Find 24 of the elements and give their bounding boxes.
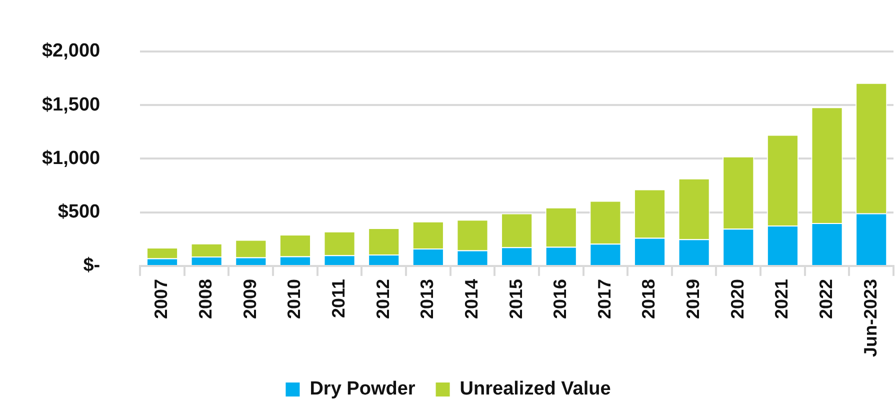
x-tick-label: 2013: [417, 278, 438, 320]
x-tick-label: 2009: [240, 278, 260, 320]
x-tick-label: 2008: [196, 278, 216, 320]
x-tick-label: 2010: [284, 278, 304, 320]
x-tick-label: 2018: [638, 278, 659, 320]
x-tick-label: 2016: [550, 278, 570, 320]
x-tick-label: 2007: [151, 278, 172, 320]
x-tick-label: 2014: [461, 278, 482, 320]
x-tick-label: 2011: [328, 278, 349, 318]
y-tick-label: $1,000: [42, 148, 100, 169]
x-tick-label: 2012: [372, 278, 393, 320]
x-tick-label: 2017: [594, 278, 614, 320]
y-tick-label: $500: [58, 202, 100, 223]
legend-label: Dry Powder: [310, 378, 416, 400]
y-tick-label: $1,500: [42, 94, 100, 116]
x-tick-label: 2020: [727, 278, 748, 320]
y-tick-label: $2,000: [42, 40, 100, 62]
x-tick-label: 2021: [772, 278, 792, 320]
y-tick-label: $-: [83, 255, 100, 276]
x-tick-label: 2022: [816, 278, 836, 320]
x-tick-label: 2015: [506, 278, 526, 320]
x-tick-label: Jun-2023: [860, 278, 880, 358]
legend-label: Unrealized Value: [460, 378, 611, 400]
x-tick-label: 2019: [683, 278, 704, 320]
